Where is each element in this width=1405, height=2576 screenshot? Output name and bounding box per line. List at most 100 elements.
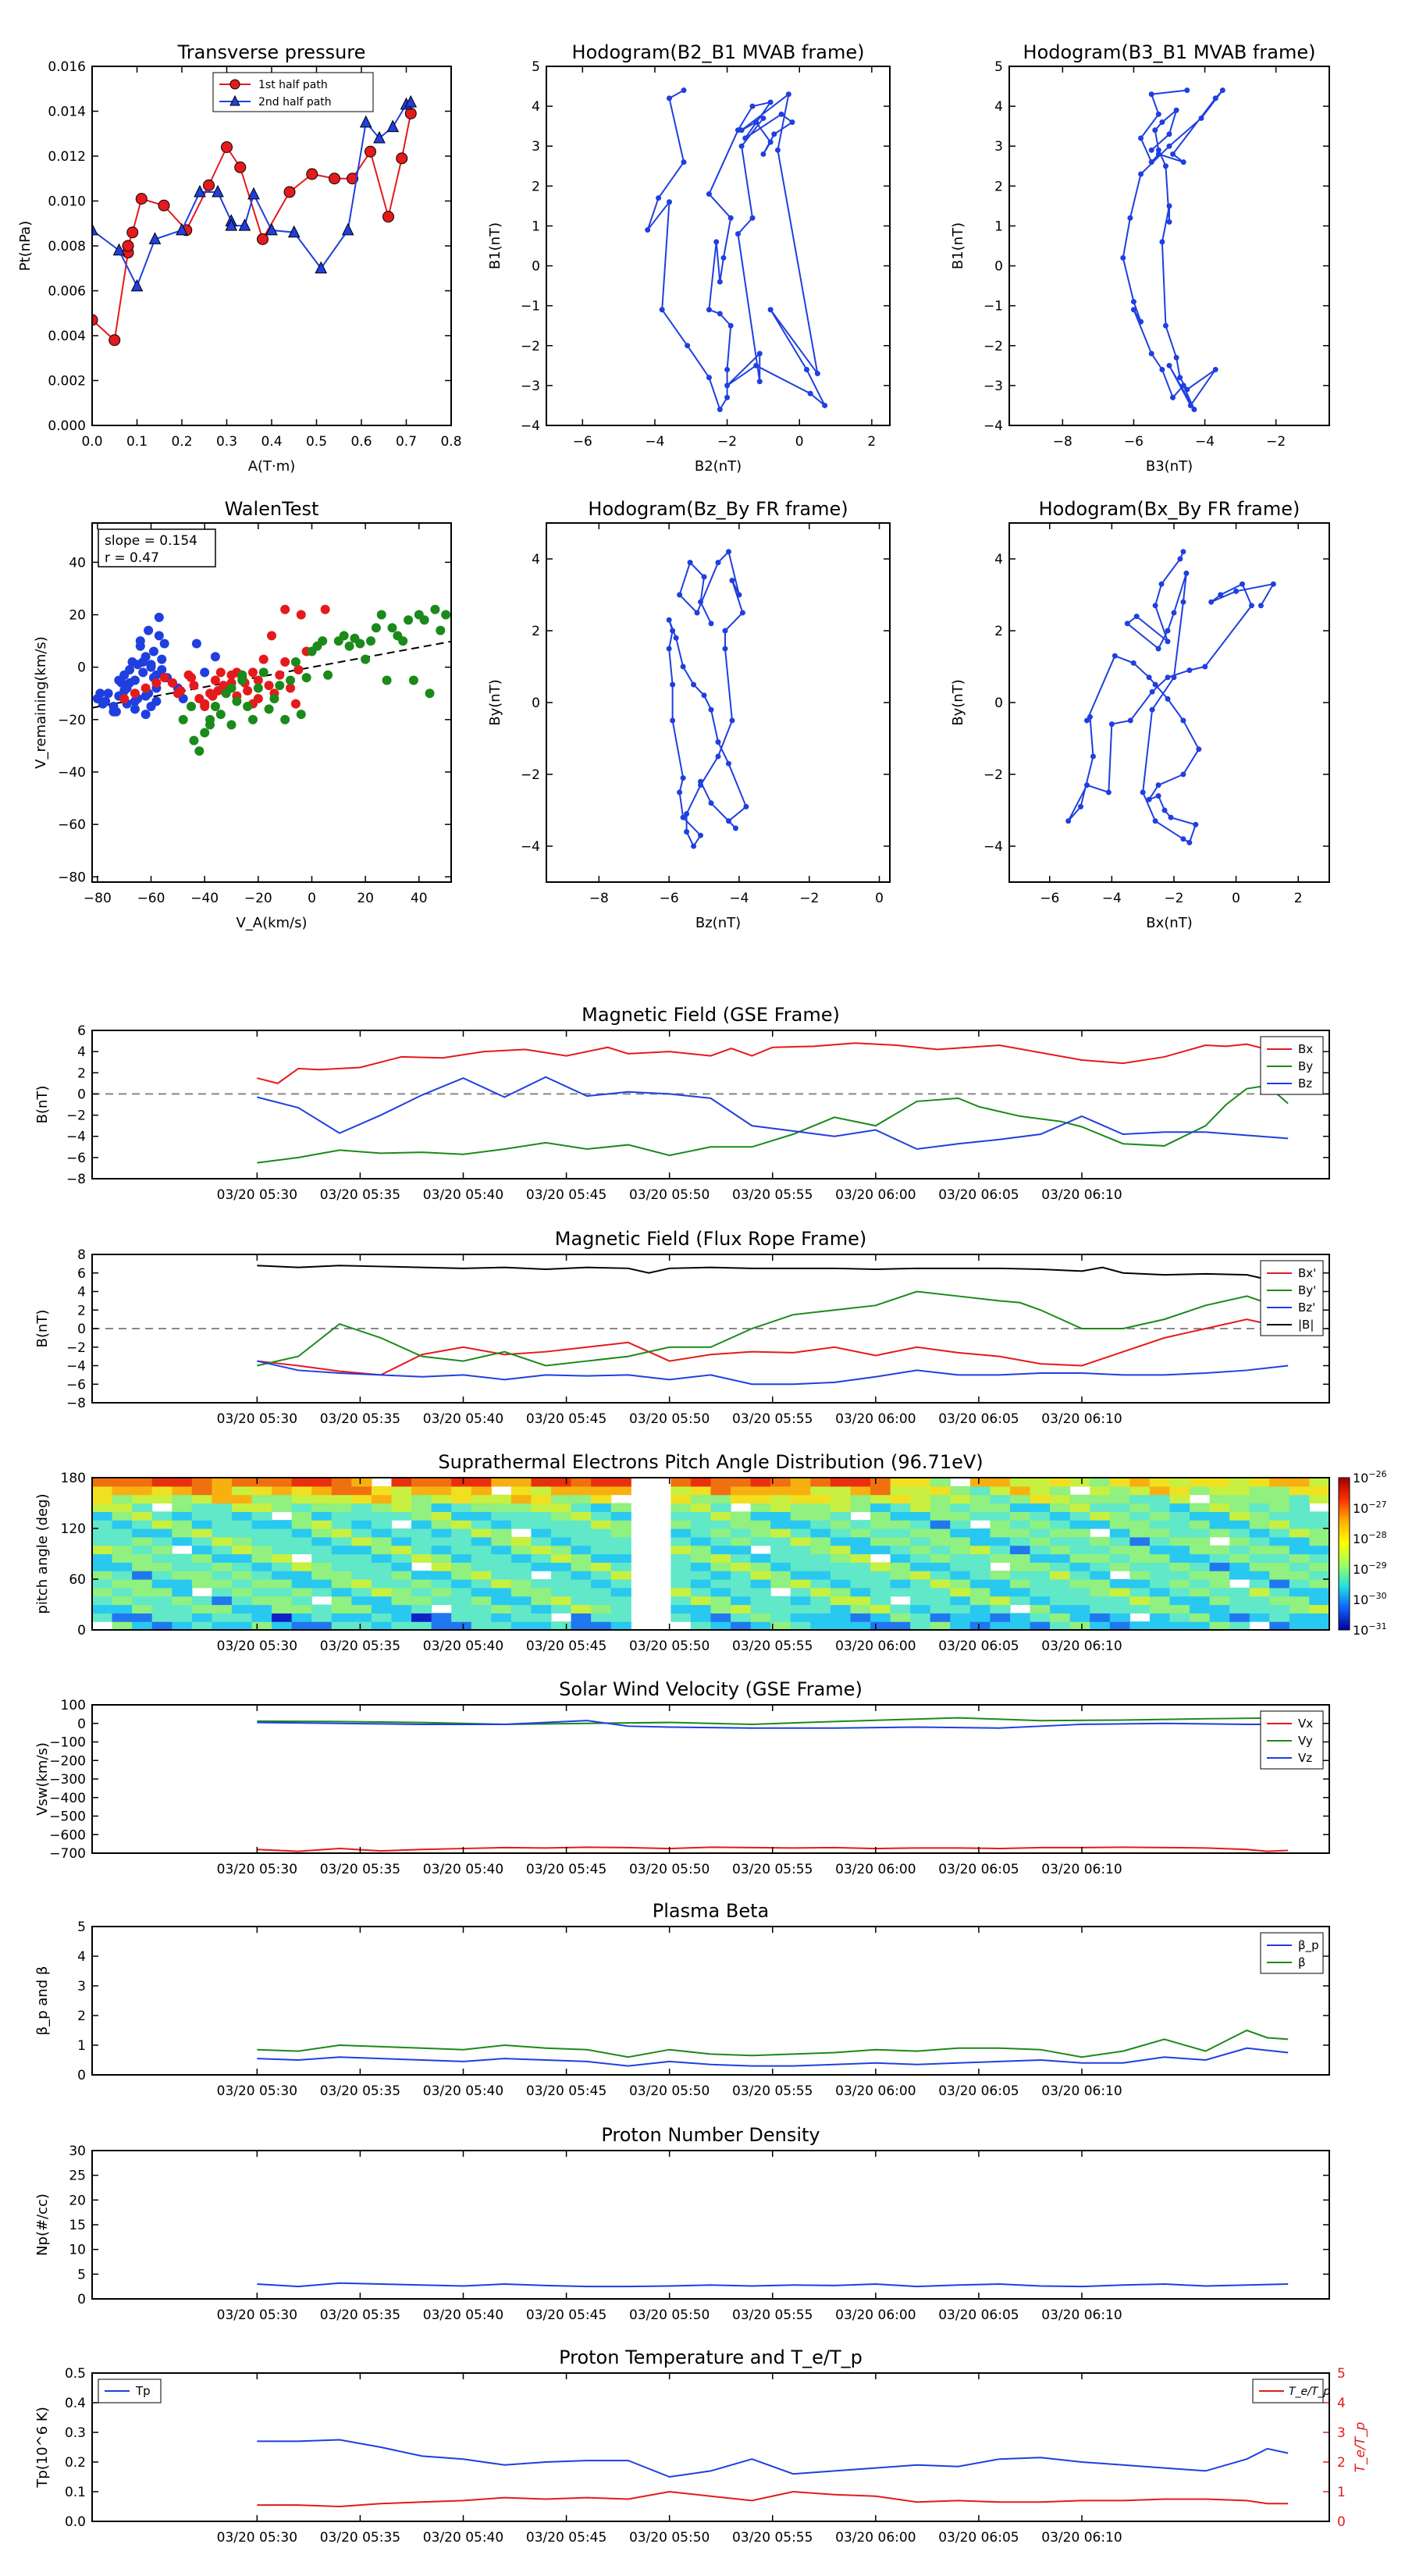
time-tick-label: 03/20 06:00	[835, 1187, 916, 1203]
heatmap-cell	[750, 1579, 771, 1589]
heatmap-cell	[690, 1604, 712, 1614]
heatmap-cell	[431, 1596, 452, 1606]
heatmap-cell	[351, 1587, 372, 1597]
time-tick-label: 03/20 05:40	[423, 2083, 503, 2099]
heatmap-cell	[231, 1604, 253, 1614]
heatmap-cell	[411, 1579, 432, 1589]
heatmap-cell	[471, 1613, 492, 1622]
heatmap-cell	[212, 1511, 233, 1521]
data-point	[154, 612, 164, 622]
data-point	[234, 161, 247, 173]
heatmap-cell	[1309, 1485, 1329, 1496]
heatmap-cell	[132, 1528, 153, 1538]
heatmap-cell	[272, 1520, 293, 1529]
heatmap-cell	[231, 1596, 253, 1606]
data-point	[318, 636, 328, 646]
heatmap-cell	[92, 1562, 113, 1571]
heatmap-cell	[670, 1571, 692, 1580]
heatmap-cell	[710, 1545, 731, 1555]
heatmap-cell	[1050, 1553, 1071, 1563]
heatmap-cell	[850, 1562, 871, 1571]
heatmap-cell	[1269, 1485, 1290, 1496]
heatmap-cell	[670, 1478, 692, 1487]
heatmap-cell	[750, 1571, 771, 1580]
heatmap-cell	[1050, 1596, 1071, 1606]
heatmap-cell	[910, 1503, 931, 1512]
data-point	[176, 222, 188, 236]
heatmap-cell	[1209, 1604, 1230, 1614]
data-point	[200, 728, 210, 738]
heatmap-cell	[431, 1587, 452, 1597]
transverse-pressure-plot-area	[92, 94, 418, 347]
data-point	[122, 240, 134, 252]
heatmap-cell	[1069, 1528, 1090, 1538]
heatmap-cell	[990, 1545, 1011, 1555]
data-point	[1065, 818, 1072, 824]
heatmap-cell	[191, 1485, 212, 1496]
y-tick-label: 20	[69, 608, 86, 624]
heatmap-cell	[391, 1528, 412, 1538]
heatmap-cell	[231, 1553, 253, 1563]
data-point	[226, 720, 237, 730]
heatmap-cell	[810, 1503, 831, 1512]
heatmap-cell	[770, 1545, 791, 1555]
heatmap-cell	[291, 1511, 312, 1521]
heatmap-cell	[830, 1613, 852, 1622]
colorbar-label: 10−31	[1353, 1621, 1387, 1638]
y-tick-label: 0.1	[65, 2485, 86, 2500]
heatmap-cell	[311, 1571, 333, 1580]
data-point	[148, 646, 158, 656]
heatmap-cell	[510, 1596, 532, 1606]
time-tick-label: 03/20 05:40	[423, 1862, 503, 1877]
y-tick-label: 3	[532, 139, 540, 155]
heatmap-cell	[1030, 1604, 1051, 1614]
heatmap-cell	[610, 1553, 631, 1563]
y-tick-label: 0	[994, 696, 1003, 711]
y-tick-label: −8	[66, 1172, 86, 1187]
data-point	[1257, 603, 1264, 609]
heatmap-cell	[550, 1478, 572, 1487]
heatmap-cell	[950, 1536, 971, 1546]
y-tick-label: 8	[77, 1247, 86, 1263]
data-point	[371, 623, 381, 633]
heatmap-cell	[810, 1613, 831, 1622]
data-point	[1155, 111, 1161, 117]
heatmap-cell	[870, 1503, 891, 1512]
heatmap-cell	[151, 1571, 173, 1580]
heatmap-cell	[311, 1604, 333, 1614]
heatmap-cell	[151, 1545, 173, 1555]
y-tick-label: 120	[61, 1521, 86, 1537]
data-point	[253, 675, 263, 685]
heatmap-cell	[1169, 1520, 1190, 1529]
heatmap-cell	[471, 1579, 492, 1589]
heatmap-cell	[411, 1494, 432, 1504]
heatmap-cell	[112, 1536, 133, 1546]
heatmap-cell	[1309, 1528, 1329, 1538]
heatmap-cell	[531, 1553, 552, 1563]
heatmap-cell	[431, 1579, 452, 1589]
heatmap-cell	[1309, 1536, 1329, 1546]
heatmap-cell	[291, 1571, 312, 1580]
beta-ylabel: β_p and β	[34, 1966, 51, 2036]
heatmap-cell	[1289, 1545, 1311, 1555]
data-point	[1173, 107, 1179, 113]
heatmap-cell	[451, 1511, 472, 1521]
heatmap-cell	[750, 1613, 771, 1622]
heatmap-cell	[1309, 1604, 1329, 1614]
heatmap-cell	[870, 1494, 891, 1504]
heatmap-cell	[969, 1485, 991, 1496]
heatmap-cell	[850, 1528, 871, 1538]
heatmap-cell	[910, 1571, 931, 1580]
heatmap-cell	[231, 1511, 253, 1521]
heatmap-cell	[790, 1511, 811, 1521]
heatmap-cell	[132, 1621, 153, 1630]
heatmap-cell	[690, 1520, 712, 1529]
heatmap-cell	[151, 1511, 173, 1521]
data-point	[157, 654, 167, 664]
heatmap-cell	[531, 1536, 552, 1546]
y-tick-label: 4	[77, 1285, 86, 1300]
heatmap-cell	[870, 1528, 891, 1538]
heatmap-cell	[1269, 1604, 1290, 1614]
heatmap-cell	[850, 1545, 871, 1555]
data-point	[436, 625, 446, 635]
